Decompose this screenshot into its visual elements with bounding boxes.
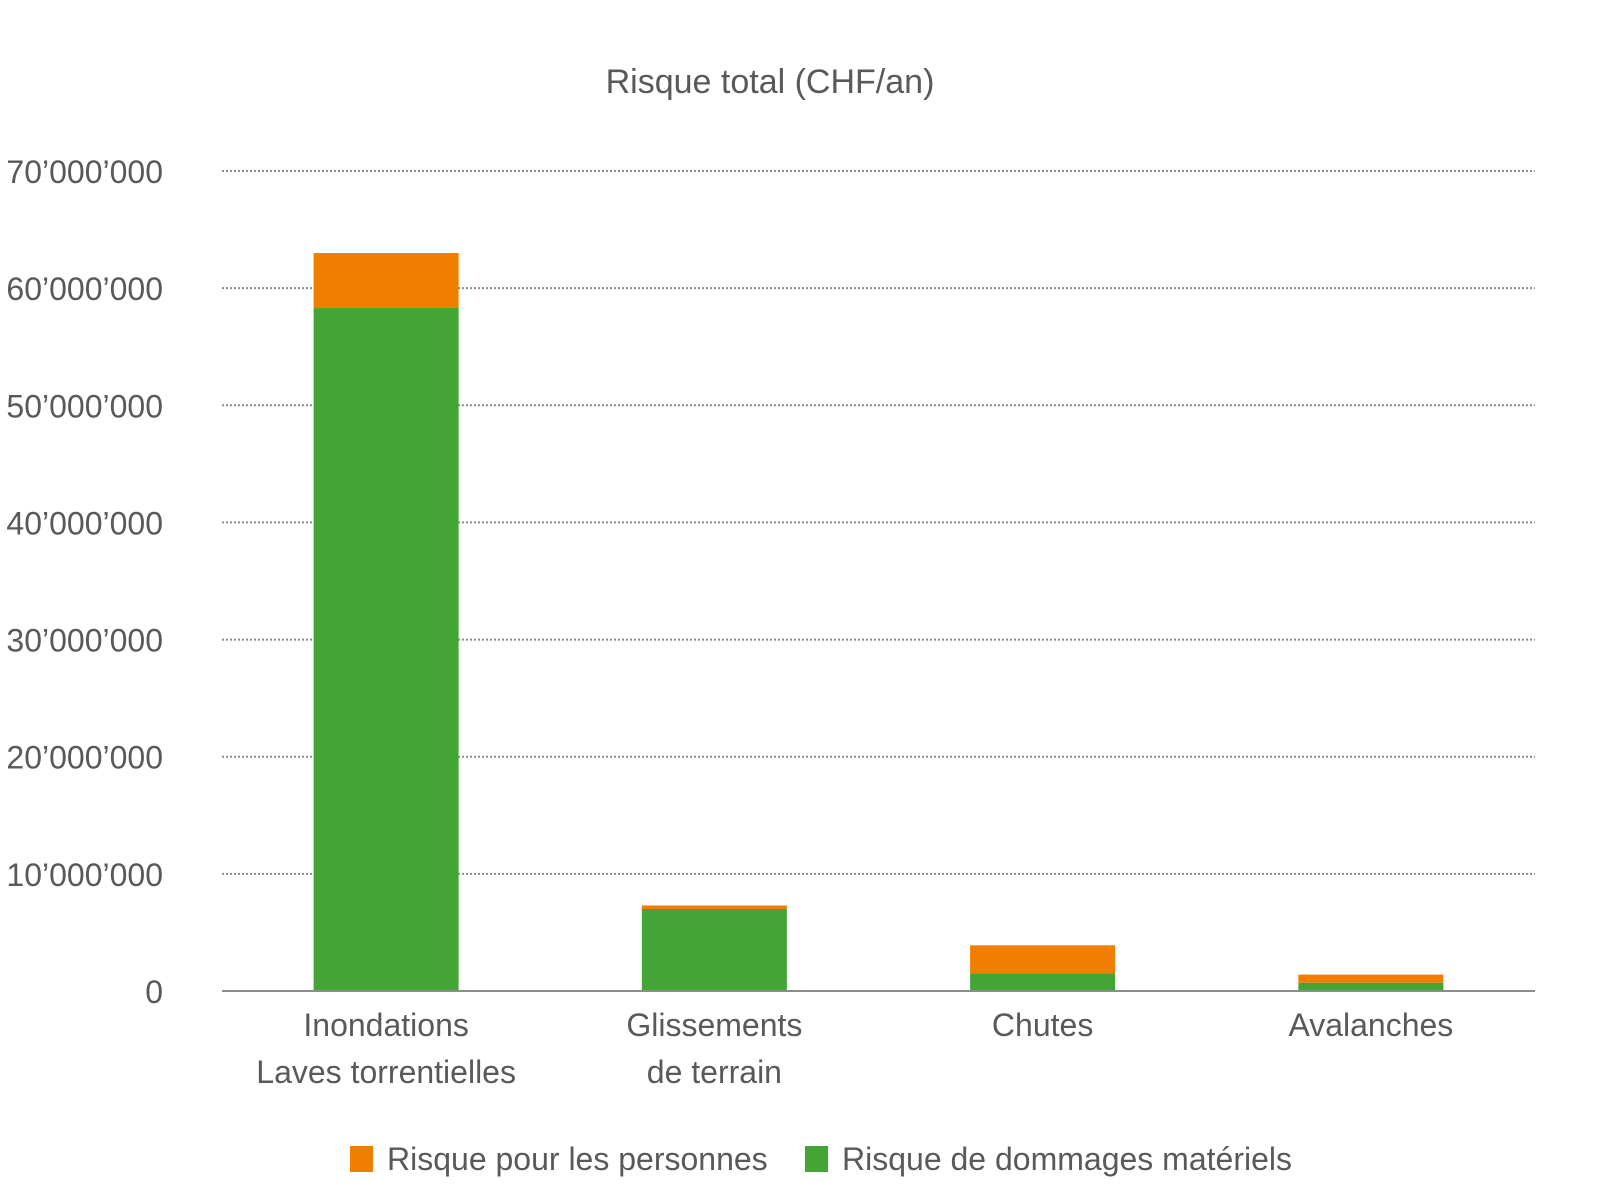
bar-segment (313, 308, 459, 991)
bar-segment (641, 905, 787, 909)
y-tick-label: 40’000’000 (6, 505, 163, 541)
y-tick-label: 50’000’000 (6, 388, 163, 424)
y-tick-label: 70’000’000 (6, 154, 163, 190)
bar-segment (641, 909, 787, 991)
y-tick-label: 30’000’000 (6, 623, 163, 659)
x-tick-label: Avalanches (1288, 1007, 1453, 1043)
y-tick-label: 20’000’000 (6, 740, 163, 776)
chart-title: Risque total (CHF/an) (606, 63, 935, 101)
bar-segment (970, 945, 1116, 974)
x-tick-label: Glissements (626, 1007, 802, 1043)
legend-label: Risque de dommages matériels (842, 1141, 1292, 1177)
legend-swatch (350, 1146, 373, 1172)
x-tick-label: Chutes (992, 1007, 1093, 1043)
bar-segment (1298, 974, 1444, 983)
bar-segment (970, 973, 1116, 991)
gridlines (222, 170, 1535, 875)
legend-swatch (805, 1146, 828, 1172)
legend: Risque pour les personnes Risque de domma… (350, 1141, 1292, 1177)
bar-segment (313, 253, 459, 309)
x-tick-label: Laves torrentielles (256, 1054, 516, 1090)
y-tick-label: 0 (145, 974, 163, 1010)
bars (222, 253, 1535, 992)
bar-segment (1298, 982, 1444, 991)
y-axis-ticks: 0 10’000’000 20’000’000 30’000’000 40’000’00… (6, 154, 163, 1010)
legend-label: Risque pour les personnes (387, 1141, 768, 1177)
x-tick-label: Inondations (303, 1007, 468, 1043)
x-tick-label: de terrain (647, 1054, 782, 1090)
x-axis-ticks: Inondations Laves torrentielles Glissement… (256, 1007, 1453, 1090)
y-tick-label: 60’000’000 (6, 271, 163, 307)
y-tick-label: 10’000’000 (6, 857, 163, 893)
